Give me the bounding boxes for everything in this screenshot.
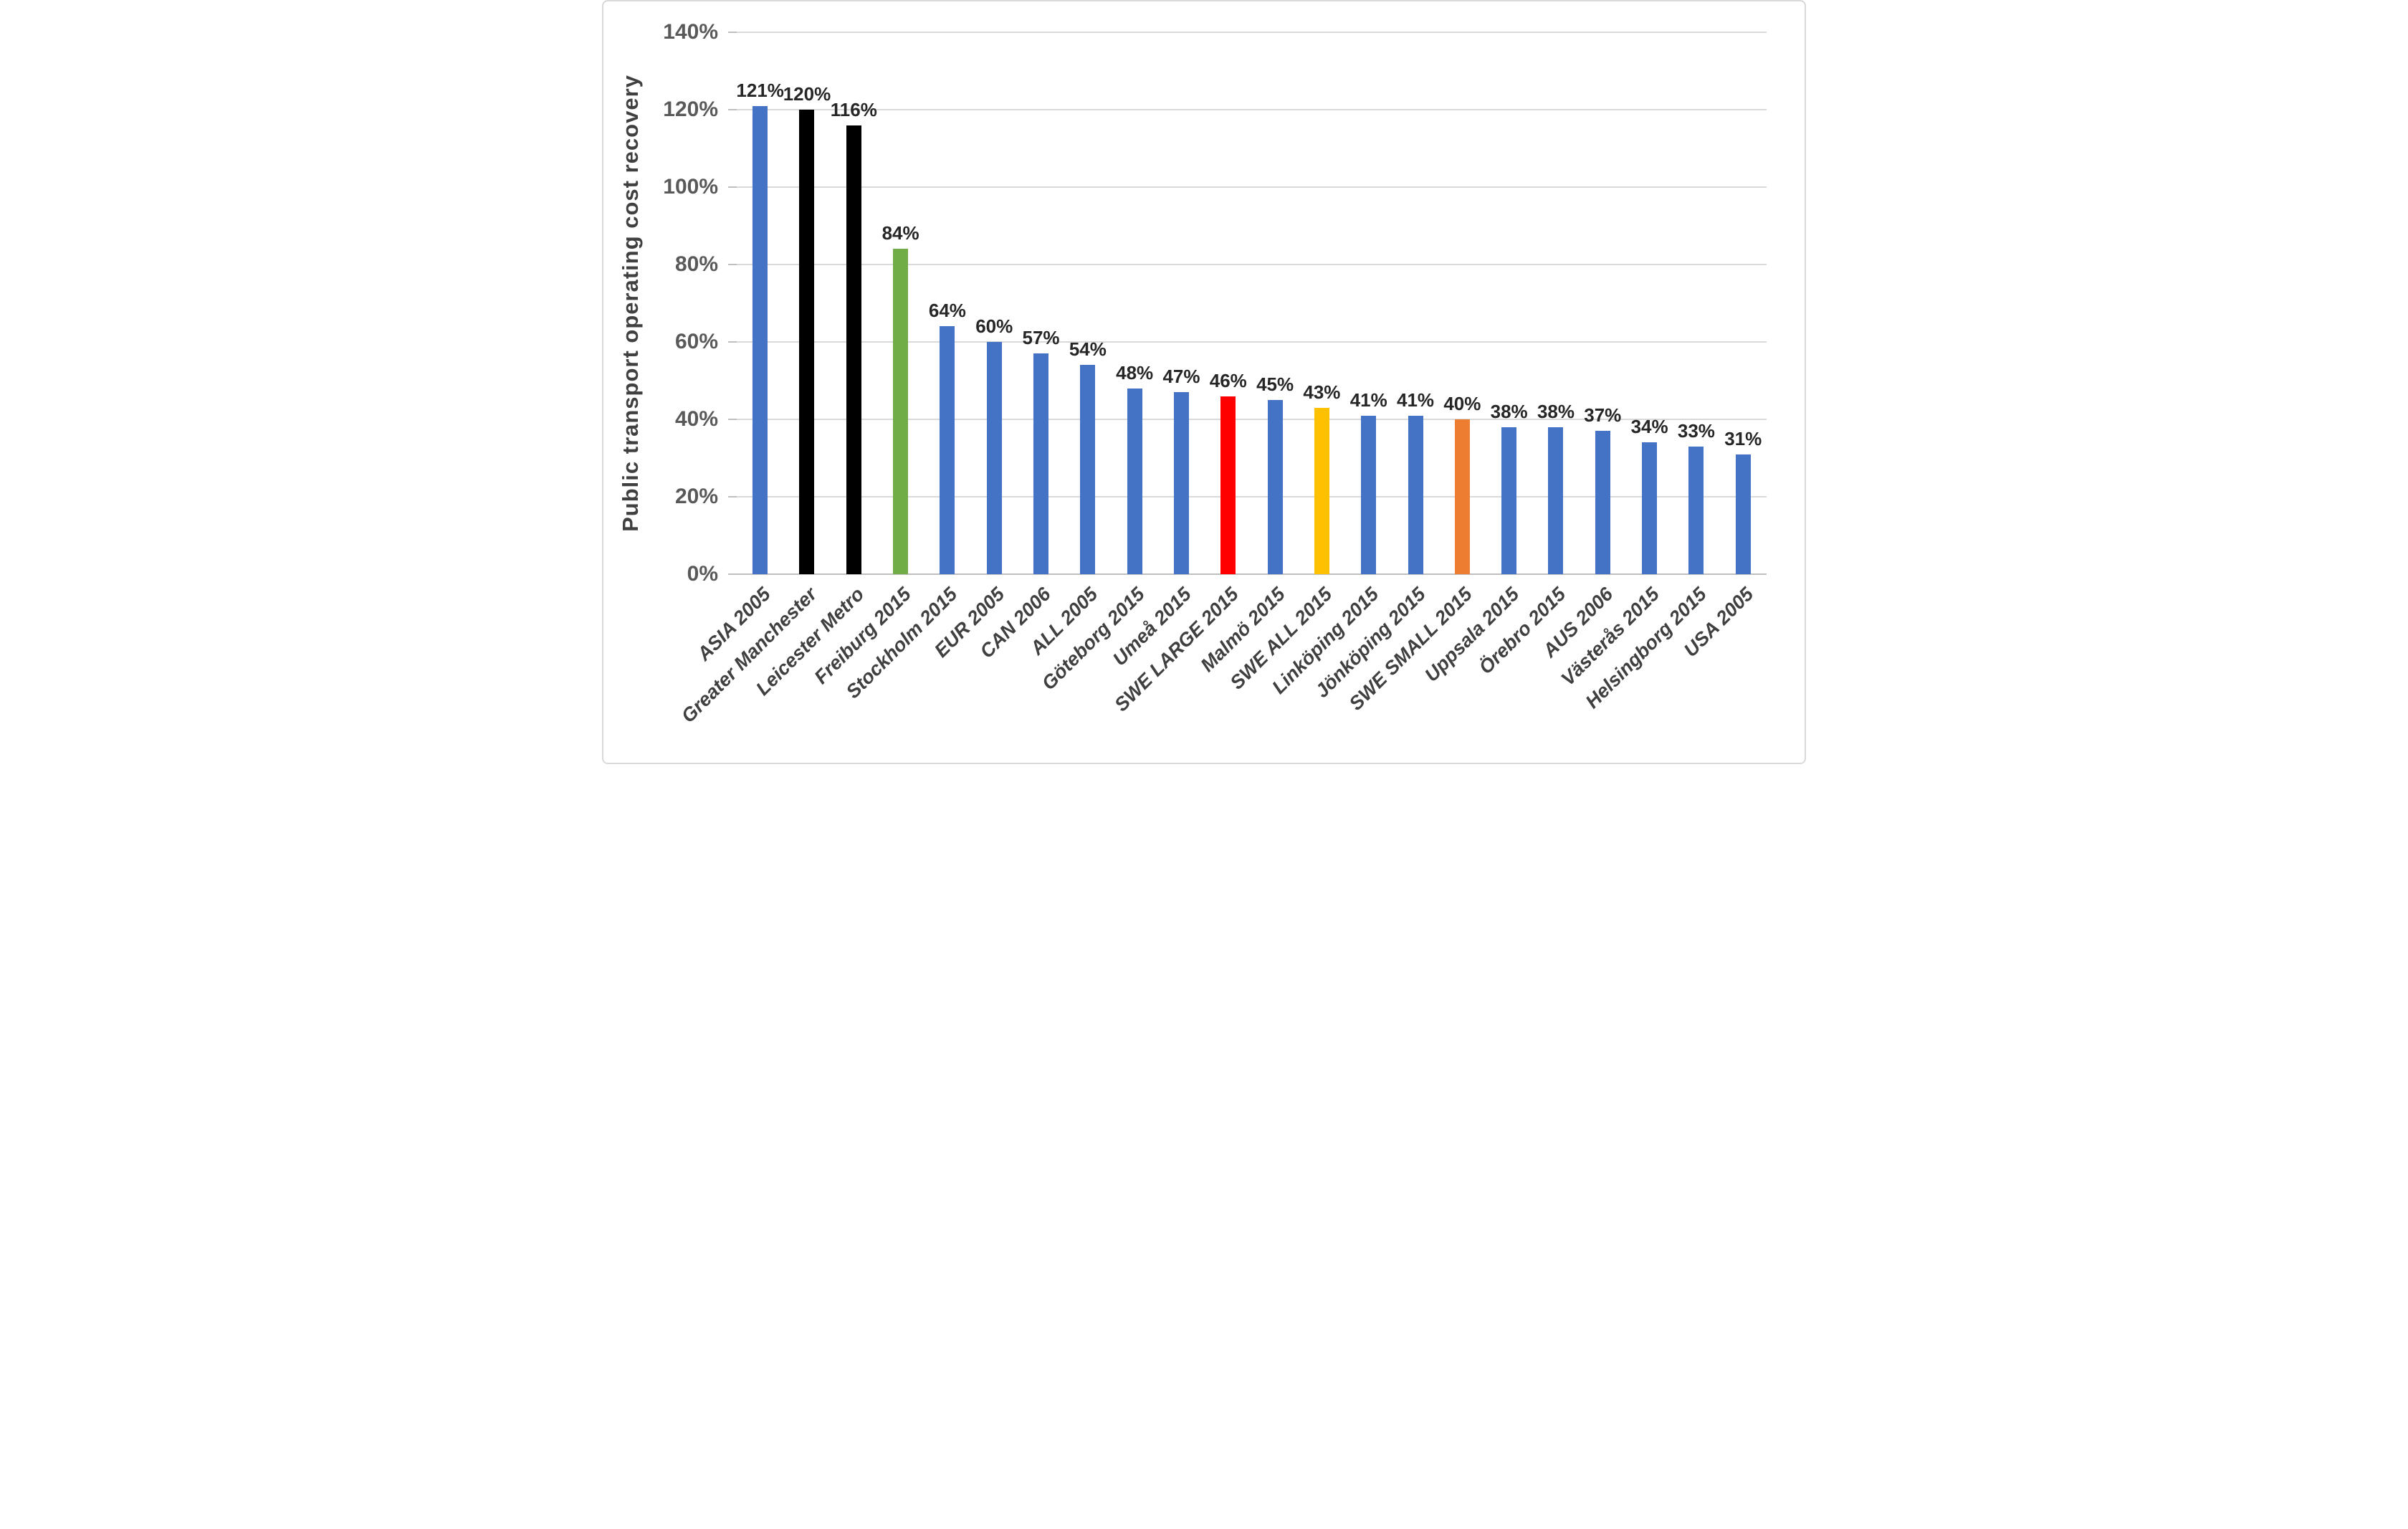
category-slot: 31% USA 2005 — [1679, 32, 1767, 662]
bar-value-label: 48% — [1116, 361, 1154, 384]
y-axis-tick — [728, 109, 737, 110]
bar-chart: Public transport operating cost recovery… — [602, 0, 1806, 764]
category-slot: 37% AUS 2006 — [1539, 32, 1626, 662]
category-slot: 57% CAN 2006 — [976, 32, 1064, 662]
category-slot: 41% Linköping 2015 — [1268, 32, 1392, 698]
category-slot: 116% Leicester Metro — [752, 32, 877, 700]
bar-value-label: 38% — [1490, 400, 1528, 422]
bar: 121% — [736, 81, 784, 574]
category-slot: 54% ALL 2005 — [1026, 32, 1111, 659]
y-axis-tick-label: 0% — [687, 562, 718, 586]
category-slot: 46% SWE LARGE 2015 — [1110, 32, 1251, 716]
category-slot: 84% Freiburg 2015 — [810, 32, 924, 688]
category-slot: 60% EUR 2005 — [930, 32, 1018, 662]
bar-value-label: 34% — [1630, 416, 1668, 438]
bar: 38% — [1491, 402, 1528, 574]
gridline — [737, 186, 1767, 188]
category-slot: 43% SWE ALL 2015 — [1226, 32, 1345, 694]
y-axis-tick-label: 40% — [674, 407, 718, 431]
y-axis-tick — [728, 573, 737, 575]
bar-value-label: 38% — [1537, 400, 1575, 422]
gridline — [737, 109, 1767, 110]
y-axis-tick — [728, 186, 737, 188]
bar: 54% — [1069, 340, 1107, 574]
bar-value-label: 40% — [1443, 393, 1481, 414]
y-axis-tick-label: 140% — [663, 20, 718, 44]
plot-area: 0% 20% 40% 60% 80% 100% 120% 140% 121% ASIA 2005 1… — [663, 22, 1767, 728]
bar-value-label: 57% — [1022, 327, 1060, 349]
bar-value-label: 64% — [928, 300, 966, 322]
y-axis-tick — [728, 341, 737, 343]
y-axis-tick — [728, 419, 737, 421]
category-slot: 33% Helsingborg 2015 — [1581, 32, 1719, 713]
y-axis-tick — [728, 496, 737, 498]
gridline — [737, 264, 1767, 266]
bar-value-label: 43% — [1303, 381, 1341, 403]
bar-value-label: 37% — [1584, 404, 1622, 427]
bar: 31% — [1724, 429, 1762, 574]
bar: 57% — [1023, 328, 1060, 574]
bar-value-label: 84% — [882, 222, 919, 244]
bar: 38% — [1537, 402, 1575, 574]
bar-value-label: 47% — [1162, 366, 1200, 388]
bar-value-label: 45% — [1256, 373, 1294, 395]
category-slot: 45% Malmö 2015 — [1196, 32, 1298, 676]
bar: 40% — [1443, 394, 1481, 574]
gridline — [737, 419, 1767, 421]
category-slot: 41% Jönköping 2015 — [1311, 32, 1438, 702]
bar-value-label: 41% — [1349, 389, 1387, 411]
category-slot: 34% Västerås 2015 — [1557, 32, 1673, 690]
y-axis-tick-label: 100% — [663, 175, 718, 199]
bar-value-label: 31% — [1724, 427, 1762, 449]
y-axis-tick-label: 120% — [663, 97, 718, 121]
category-slot: 38% Örebro 2015 — [1475, 32, 1579, 678]
bar-value-label: 54% — [1069, 338, 1107, 361]
y-axis-tick — [728, 32, 737, 33]
category-slot: 47% Umeå 2015 — [1109, 32, 1205, 670]
bar-value-label: 121% — [736, 79, 784, 101]
y-axis-tick-label: 20% — [674, 485, 718, 508]
category-slot: 64% Stockholm 2015 — [842, 32, 970, 702]
bar-value-label: 33% — [1677, 419, 1715, 442]
bar: 46% — [1210, 371, 1247, 574]
gridline — [737, 496, 1767, 498]
bar-value-label: 60% — [975, 315, 1013, 337]
bar: 120% — [783, 85, 831, 574]
bar: 84% — [882, 224, 919, 574]
y-axis-title: Public transport operating cost recovery — [618, 75, 643, 532]
bar: 64% — [929, 301, 966, 574]
bar: 43% — [1303, 383, 1340, 574]
bar-value-label: 46% — [1209, 369, 1247, 391]
bar: 41% — [1350, 391, 1387, 574]
x-axis-line — [737, 573, 1767, 575]
bar: 41% — [1397, 391, 1434, 574]
bar: 37% — [1584, 406, 1621, 574]
bar: 116% — [831, 100, 877, 574]
category-slot: 48% Göteborg 2015 — [1038, 32, 1158, 695]
bar-value-label: 41% — [1397, 389, 1435, 411]
category-slot: 40% SWE SMALL 2015 — [1345, 32, 1486, 715]
category-slot: 121% ASIA 2005 — [693, 32, 784, 665]
bar: 34% — [1631, 417, 1668, 574]
bar: 33% — [1678, 421, 1715, 574]
category-slot: 120% Greater Manchester — [677, 32, 831, 727]
bar: 60% — [975, 317, 1013, 574]
bar-value-label: 116% — [830, 98, 877, 120]
y-axis-tick — [728, 264, 737, 266]
bar: 48% — [1116, 363, 1153, 574]
bar: 47% — [1162, 367, 1200, 574]
gridline — [737, 32, 1767, 33]
bar-value-label: 120% — [783, 83, 831, 105]
gridline — [737, 341, 1767, 343]
bars-group: 121% ASIA 2005 120% Greater Manchester 116% L… — [677, 32, 1767, 728]
category-slot: 38% Uppsala 2015 — [1420, 32, 1532, 686]
y-axis-tick-label: 60% — [674, 330, 718, 353]
y-axis-tick-label: 80% — [674, 252, 718, 276]
bar: 45% — [1256, 375, 1294, 574]
